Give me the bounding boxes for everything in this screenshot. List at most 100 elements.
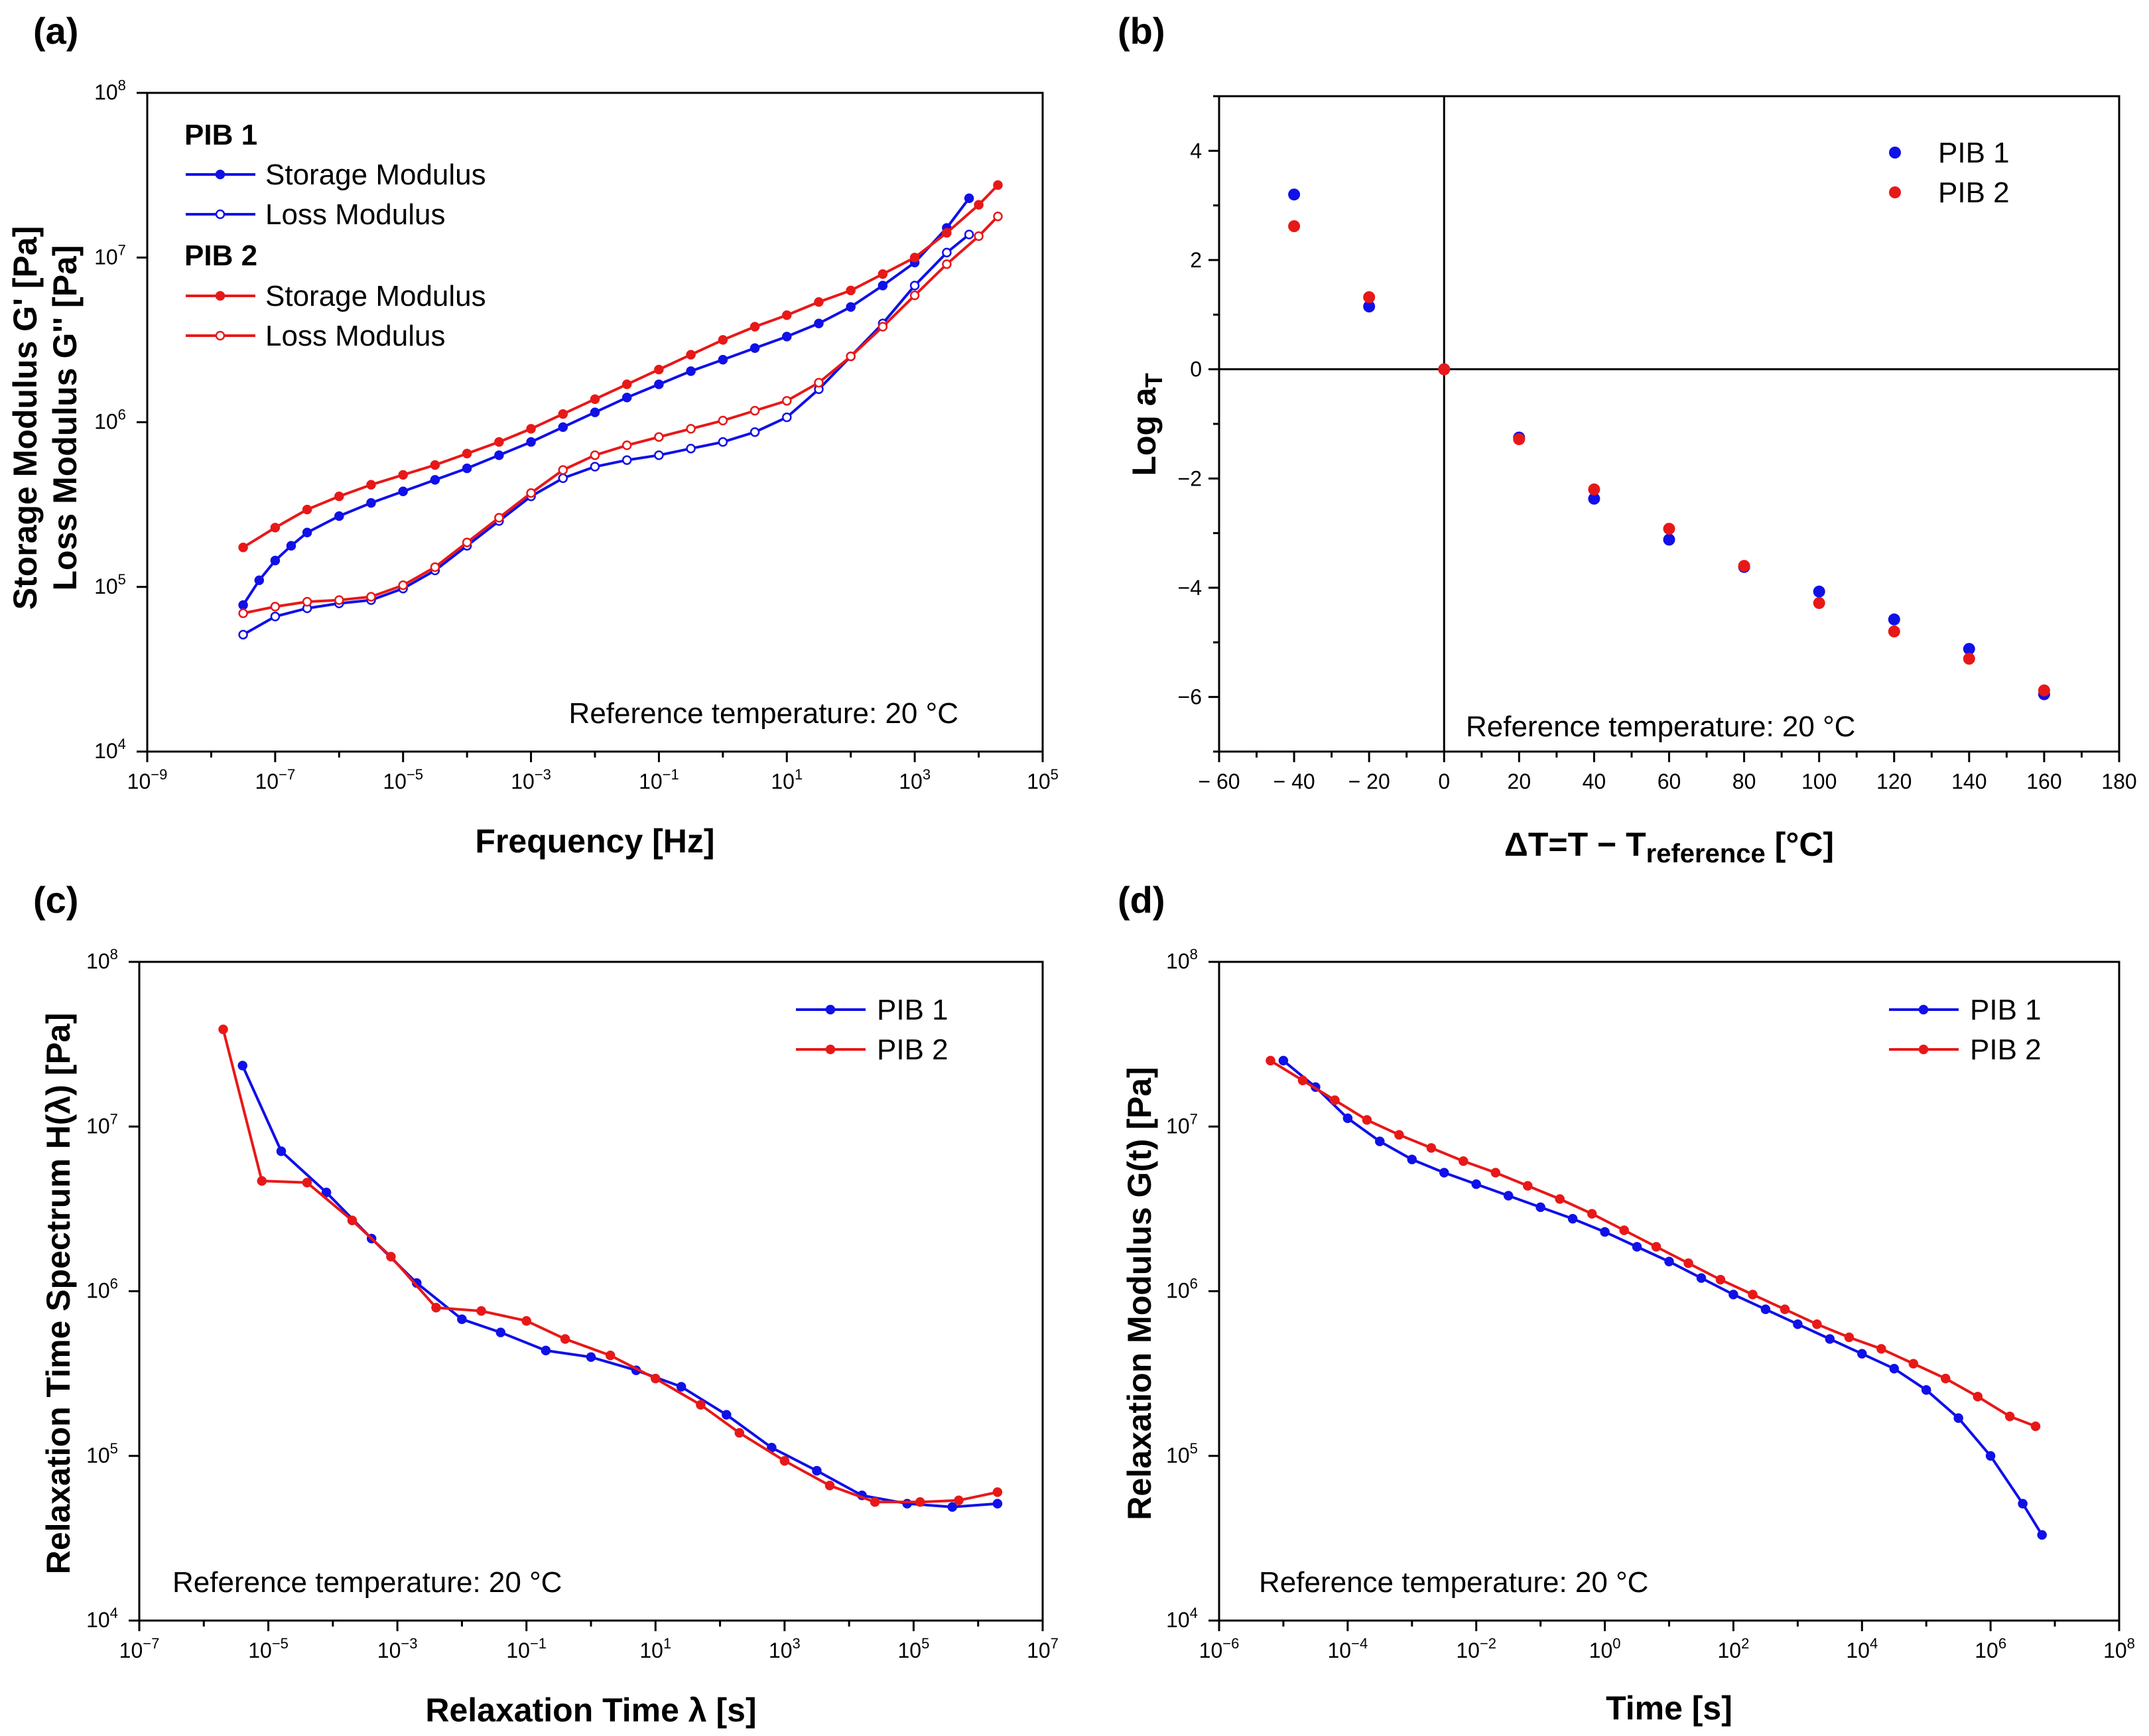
data-point-a <box>654 379 664 389</box>
data-point-a <box>878 322 888 332</box>
data-point-a <box>718 354 728 365</box>
y-axis-title-a-line2: Loss Modulus G'' [Pa] <box>46 245 84 590</box>
data-point-b <box>1888 625 1900 637</box>
data-point-a <box>494 450 504 460</box>
x-tick-label-a-base: 10 <box>383 769 407 793</box>
legend-label-a: Loss Modulus <box>265 320 445 352</box>
x-tick-label-d-base: 10 <box>1328 1638 1352 1662</box>
x-tick-label-c-base: 10 <box>898 1638 922 1662</box>
data-point-a <box>494 513 504 523</box>
data-point-d <box>1394 1130 1404 1140</box>
x-tick-label-a: 105 <box>1027 766 1059 793</box>
data-point-d <box>1651 1242 1661 1252</box>
y-tick-label-a-base: 10 <box>94 245 118 269</box>
y-tick-label-c-base: 10 <box>86 1608 110 1632</box>
data-point-a <box>430 562 440 572</box>
data-point-d <box>1555 1194 1565 1204</box>
x-tick-label-c-exp: −1 <box>530 1635 547 1652</box>
x-tick-label-a-base: 10 <box>1027 769 1051 793</box>
x-tick-label-a: 10−1 <box>639 766 679 793</box>
y-tick-label-d: 107 <box>1166 1110 1198 1138</box>
y-tick-label-a-exp: 7 <box>118 241 126 258</box>
data-point-a <box>621 455 632 465</box>
data-point-c <box>696 1400 706 1410</box>
data-point-a <box>974 200 984 210</box>
data-point-c <box>321 1187 332 1197</box>
data-point-a <box>686 443 696 454</box>
data-point-d <box>1330 1095 1340 1105</box>
y-tick-label-a: 106 <box>94 407 126 434</box>
x-tick-label-d-base: 10 <box>1456 1638 1480 1662</box>
data-point-b <box>1963 653 1975 665</box>
data-point-a <box>964 193 974 204</box>
x-tick-label-d: 100 <box>1589 1635 1621 1662</box>
x-tick-label-d-exp: 6 <box>1998 1635 2006 1652</box>
legend-label-b: PIB 2 <box>1938 176 2010 209</box>
data-point-b <box>1288 220 1301 232</box>
x-tick-label-d-base: 10 <box>1589 1638 1613 1662</box>
data-point-a <box>942 259 952 269</box>
y-tick-label-d: 108 <box>1166 946 1198 973</box>
x-tick-label-d-base: 10 <box>1199 1638 1223 1662</box>
y-tick-label-b: −6 <box>1178 685 1202 709</box>
panel-label-d: (d) <box>1118 879 1165 921</box>
data-point-a <box>462 448 472 458</box>
y-tick-label-a-exp: 5 <box>118 571 126 588</box>
data-point-a <box>782 332 792 342</box>
data-point-c <box>302 1177 312 1187</box>
data-point-d <box>2030 1421 2041 1432</box>
x-tick-label-c: 101 <box>639 1635 671 1662</box>
x-tick-label-c: 105 <box>898 1635 930 1662</box>
data-point-a <box>654 364 664 375</box>
data-point-c <box>457 1314 467 1324</box>
y-tick-label-c: 104 <box>86 1605 118 1632</box>
data-point-c <box>779 1455 790 1466</box>
series-line-a <box>241 197 970 606</box>
data-point-d <box>1587 1209 1597 1219</box>
data-point-d <box>1407 1154 1417 1165</box>
data-point-c <box>218 1024 228 1035</box>
data-point-d <box>2018 1499 2028 1508</box>
y-tick-label-d-base: 10 <box>1166 1114 1190 1138</box>
data-point-a <box>846 351 856 362</box>
x-tick-label-a-exp: −7 <box>279 766 295 783</box>
data-point-a <box>749 427 760 437</box>
legend-marker-a <box>215 291 226 301</box>
x-tick-label-d: 108 <box>2103 1635 2135 1662</box>
data-point-a <box>909 253 920 263</box>
x-tick-label-d-base: 10 <box>1718 1638 1742 1662</box>
data-point-a <box>558 409 568 419</box>
data-point-a <box>718 335 728 345</box>
x-tick-label-a: 103 <box>899 766 931 793</box>
legend-marker-c <box>825 1004 836 1015</box>
data-point-a <box>270 612 281 622</box>
data-point-a <box>334 511 344 521</box>
x-tick-label-a: 101 <box>771 766 803 793</box>
data-point-a <box>526 488 536 498</box>
x-tick-label-d: 102 <box>1718 1635 1750 1662</box>
y-tick-label-a-base: 10 <box>94 739 118 763</box>
data-point-d <box>1503 1191 1514 1201</box>
data-point-c <box>237 1061 247 1071</box>
data-point-d <box>1941 1373 1951 1384</box>
data-point-a <box>270 523 281 533</box>
x-tick-label-d: 106 <box>1975 1635 2006 1662</box>
y-tick-label-b: 2 <box>1190 248 1202 272</box>
data-point-a <box>430 475 440 485</box>
data-point-a <box>654 432 664 442</box>
y-tick-label-a-base: 10 <box>94 410 118 434</box>
legend-label-c: PIB 1 <box>877 994 948 1026</box>
data-point-a <box>814 318 824 328</box>
data-point-a <box>558 465 568 475</box>
x-tick-label-d-exp: −6 <box>1222 1635 1239 1652</box>
data-point-c <box>276 1146 287 1156</box>
x-tick-label-a-exp: 1 <box>795 766 803 783</box>
data-point-a <box>286 541 296 551</box>
data-point-d <box>1459 1156 1468 1166</box>
legend-group-pib2-a: PIB 2 <box>184 239 257 272</box>
data-point-d <box>1760 1304 1771 1315</box>
data-point-d <box>1471 1179 1481 1189</box>
data-point-a <box>782 412 792 423</box>
data-point-a <box>686 366 696 376</box>
